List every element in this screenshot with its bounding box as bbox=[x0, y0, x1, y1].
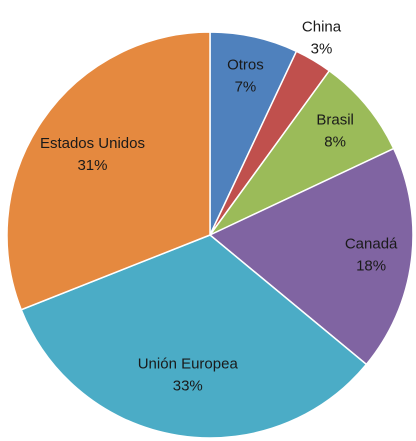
slice-label: Unión Europea bbox=[138, 355, 239, 372]
pie-slice bbox=[208, 147, 414, 366]
slice-label: Estados Unidos bbox=[40, 135, 145, 152]
slice-label: Brasil bbox=[316, 111, 354, 128]
slice-value-label: 8% bbox=[324, 133, 346, 150]
pie-slice bbox=[209, 69, 395, 236]
pie-slice bbox=[20, 234, 368, 439]
slice-value-label: 7% bbox=[235, 78, 257, 95]
slice-label: Canadá bbox=[345, 235, 398, 252]
slice-value-label: 33% bbox=[173, 377, 203, 394]
slice-value-label: 31% bbox=[77, 157, 107, 174]
slice-label: China bbox=[302, 18, 342, 35]
slice-label: Otros bbox=[227, 56, 264, 73]
slice-value-label: 18% bbox=[356, 257, 386, 274]
slice-value-label: 3% bbox=[311, 40, 333, 57]
pie-slice bbox=[6, 31, 211, 311]
